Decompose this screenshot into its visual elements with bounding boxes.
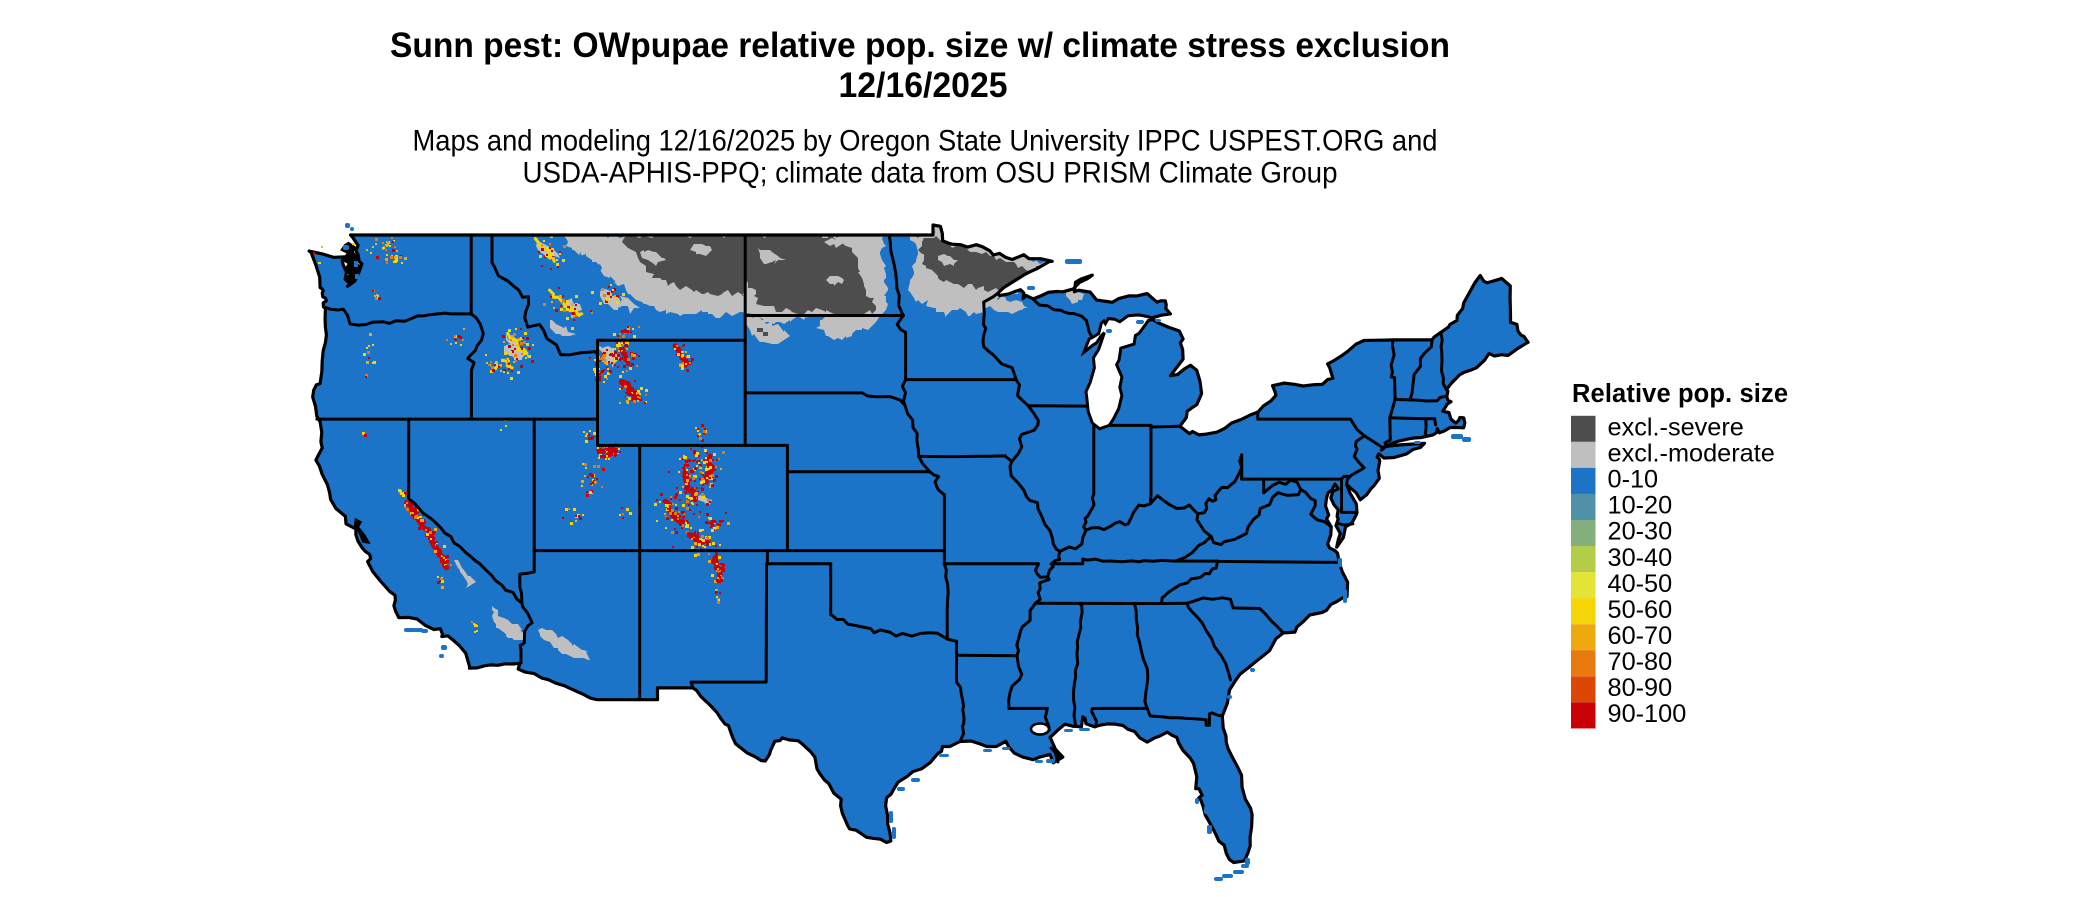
- svg-text:Sunn pest: OWpupae relative po: Sunn pest: OWpupae relative pop. size w/…: [390, 26, 1450, 65]
- svg-text:90-100: 90-100: [1608, 700, 1687, 728]
- svg-text:excl.-moderate: excl.-moderate: [1608, 440, 1775, 468]
- svg-text:10-20: 10-20: [1608, 492, 1673, 520]
- svg-text:excl.-severe: excl.-severe: [1608, 414, 1744, 442]
- svg-text:20-30: 20-30: [1608, 518, 1673, 546]
- svg-text:30-40: 30-40: [1608, 544, 1673, 572]
- svg-text:12/16/2025: 12/16/2025: [839, 66, 1008, 105]
- svg-text:0-10: 0-10: [1608, 466, 1659, 494]
- svg-text:Relative pop. size: Relative pop. size: [1572, 380, 1788, 408]
- svg-text:80-90: 80-90: [1608, 674, 1673, 702]
- svg-text:Maps and modeling 12/16/2025 b: Maps and modeling 12/16/2025 by Oregon S…: [413, 124, 1438, 157]
- svg-text:USDA-APHIS-PPQ; climate data f: USDA-APHIS-PPQ; climate data from OSU PR…: [523, 157, 1338, 190]
- svg-text:70-80: 70-80: [1608, 648, 1673, 676]
- svg-text:60-70: 60-70: [1608, 622, 1673, 650]
- svg-text:40-50: 40-50: [1608, 570, 1673, 598]
- svg-text:50-60: 50-60: [1608, 596, 1673, 624]
